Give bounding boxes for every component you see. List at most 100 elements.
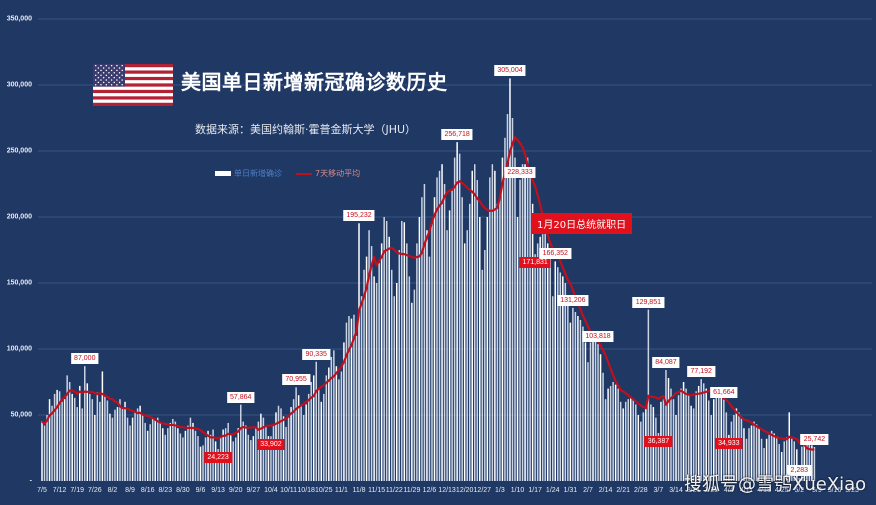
bar bbox=[247, 434, 250, 481]
bar bbox=[179, 433, 182, 481]
bar bbox=[770, 430, 773, 481]
bar bbox=[297, 395, 300, 481]
data-label: 195,232 bbox=[343, 210, 375, 222]
bar bbox=[413, 289, 416, 481]
bar bbox=[436, 177, 438, 481]
x-tick-label: 4/11 bbox=[739, 487, 754, 494]
bar bbox=[182, 437, 184, 481]
x-tick-label: 7/26 bbox=[88, 487, 102, 494]
bar bbox=[184, 430, 187, 481]
bar bbox=[78, 385, 81, 481]
bar bbox=[76, 407, 78, 481]
x-tick-label: 3/7 bbox=[653, 487, 664, 494]
data-label: 131,206 bbox=[557, 294, 589, 306]
bar bbox=[58, 391, 61, 481]
bar bbox=[599, 354, 602, 481]
bar bbox=[572, 307, 574, 481]
bar bbox=[86, 383, 89, 481]
bar bbox=[524, 164, 526, 481]
data-label: 84,087 bbox=[652, 357, 680, 368]
bar bbox=[73, 397, 76, 481]
legend-bars-label: 单日新增确诊 bbox=[234, 169, 282, 178]
bar bbox=[51, 405, 53, 481]
bar bbox=[300, 405, 302, 481]
bar bbox=[677, 395, 680, 481]
bar bbox=[368, 230, 370, 481]
bar bbox=[106, 400, 109, 481]
bar bbox=[806, 441, 808, 481]
bar bbox=[330, 356, 333, 481]
bar bbox=[680, 388, 682, 481]
bar bbox=[534, 254, 536, 481]
data-label: 129,851 bbox=[632, 296, 664, 308]
bar bbox=[609, 385, 612, 481]
y-tick-label: 200,000 bbox=[6, 213, 32, 221]
x-tick-label: 9/20 bbox=[228, 487, 243, 494]
bar bbox=[162, 428, 164, 481]
data-label: 305,004 bbox=[494, 65, 526, 77]
bar bbox=[199, 446, 202, 481]
bar bbox=[307, 393, 310, 481]
x-tick-label: 10/25 bbox=[315, 487, 333, 494]
bar bbox=[758, 428, 760, 481]
bar bbox=[750, 425, 753, 481]
bar bbox=[318, 388, 320, 481]
data-label: 171,831 bbox=[519, 257, 551, 269]
bar bbox=[753, 421, 755, 481]
x-tick-label: 7/19 bbox=[70, 487, 85, 494]
bar bbox=[383, 217, 385, 481]
bar bbox=[813, 447, 816, 481]
y-tick-label: - bbox=[29, 477, 32, 485]
bar bbox=[617, 388, 619, 481]
bar bbox=[441, 164, 443, 481]
x-tick-label: 1/10 bbox=[510, 487, 525, 494]
y-tick-label: 300,000 bbox=[6, 81, 32, 89]
bar bbox=[778, 444, 780, 481]
bar bbox=[61, 401, 63, 481]
data-source: 数据来源：美国约翰斯·霍普金斯大学（JHU） bbox=[195, 123, 417, 136]
bar bbox=[803, 444, 806, 481]
bar bbox=[657, 432, 660, 481]
bar bbox=[84, 366, 86, 481]
bar bbox=[715, 391, 718, 481]
bar bbox=[748, 428, 750, 481]
data-label: 57,864 bbox=[227, 391, 255, 403]
data-label: 70,955 bbox=[282, 374, 310, 386]
bar bbox=[793, 441, 796, 481]
bar bbox=[169, 422, 172, 481]
bar bbox=[406, 243, 408, 481]
bar bbox=[479, 217, 481, 481]
inauguration-annotation: 1月20日总统就职日 bbox=[531, 213, 633, 234]
bar bbox=[745, 438, 748, 481]
bar bbox=[192, 422, 194, 481]
x-tick-label: 9/13 bbox=[211, 487, 225, 494]
x-tick-label: 5/2 bbox=[794, 487, 805, 494]
bar bbox=[310, 382, 312, 481]
us-flag-icon bbox=[93, 64, 173, 106]
x-tick-label: 1/3 bbox=[495, 487, 505, 494]
bar bbox=[516, 217, 519, 481]
bar bbox=[388, 236, 390, 481]
bar bbox=[468, 203, 471, 482]
bar bbox=[521, 164, 524, 481]
x-tick-label: 12/13 bbox=[438, 487, 456, 494]
bar bbox=[126, 417, 129, 481]
legend-bars: 单日新增确诊 bbox=[215, 168, 282, 179]
bar bbox=[89, 393, 91, 481]
bar bbox=[250, 440, 252, 481]
bar bbox=[172, 418, 174, 481]
bar bbox=[811, 445, 813, 481]
bar bbox=[418, 217, 421, 481]
bar bbox=[91, 399, 94, 481]
bar bbox=[665, 370, 667, 481]
data-label: 90,335 bbox=[302, 348, 330, 360]
bar bbox=[484, 250, 486, 481]
bar bbox=[141, 415, 144, 481]
x-tick-label: 5/16 bbox=[827, 487, 842, 494]
x-tick-label: 2/7 bbox=[583, 487, 593, 494]
bar bbox=[451, 190, 453, 481]
bar bbox=[167, 428, 169, 481]
x-tick-label: 12/27 bbox=[473, 487, 492, 494]
bar bbox=[151, 418, 154, 481]
bar bbox=[255, 428, 257, 481]
